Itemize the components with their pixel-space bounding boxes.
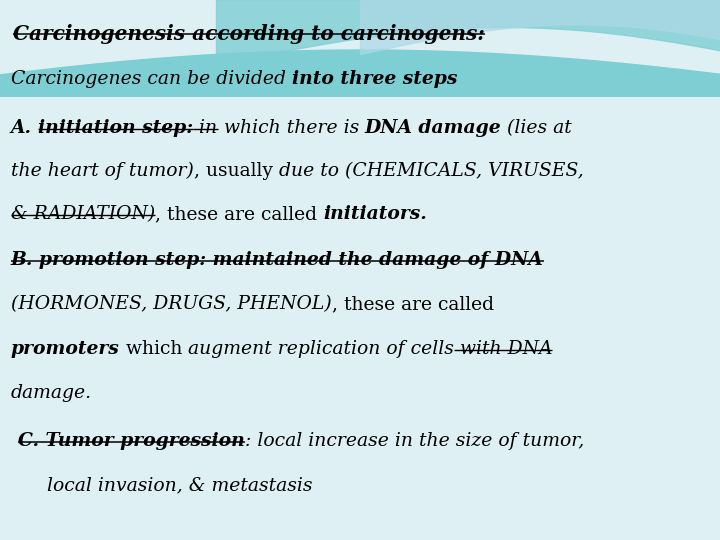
Text: initiation step:: initiation step: bbox=[38, 119, 194, 137]
Text: , these are called: , these are called bbox=[331, 295, 493, 313]
Text: A.: A. bbox=[11, 119, 38, 137]
Text: which there is: which there is bbox=[217, 119, 365, 137]
Text: DNA damage: DNA damage bbox=[365, 119, 501, 137]
Text: damage.: damage. bbox=[11, 384, 92, 402]
Text: : local increase in the size of tumor,: : local increase in the size of tumor, bbox=[245, 432, 584, 450]
Text: Carcinogenes can be divided: Carcinogenes can be divided bbox=[11, 70, 292, 88]
Polygon shape bbox=[0, 0, 720, 97]
Text: due to (CHEMICALS, VIRUSES,: due to (CHEMICALS, VIRUSES, bbox=[279, 162, 583, 180]
Text: , these are called: , these are called bbox=[155, 205, 323, 223]
Text: local invasion, & metastasis: local invasion, & metastasis bbox=[47, 476, 312, 494]
Text: Carcinogenesis according to carcinogens:: Carcinogenesis according to carcinogens: bbox=[13, 24, 485, 44]
Text: into three steps: into three steps bbox=[292, 70, 457, 88]
Text: which: which bbox=[120, 340, 188, 358]
Text: B. promotion step: maintained the damage of DNA: B. promotion step: maintained the damage… bbox=[11, 251, 544, 269]
Text: & RADIATION): & RADIATION) bbox=[11, 205, 155, 223]
Text: (HORMONES, DRUGS, PHENOL): (HORMONES, DRUGS, PHENOL) bbox=[11, 295, 331, 313]
Text: (lies at: (lies at bbox=[501, 119, 572, 137]
Text: the heart of tumor): the heart of tumor) bbox=[11, 162, 194, 180]
Text: augment replication of cells: augment replication of cells bbox=[188, 340, 454, 358]
Text: with DNA: with DNA bbox=[454, 340, 552, 358]
Text: , usually: , usually bbox=[194, 162, 279, 180]
Text: initiators.: initiators. bbox=[323, 205, 427, 223]
Text: in: in bbox=[194, 119, 217, 137]
Text: promoters: promoters bbox=[11, 340, 120, 358]
Text: C. Tumor progression: C. Tumor progression bbox=[18, 432, 245, 450]
